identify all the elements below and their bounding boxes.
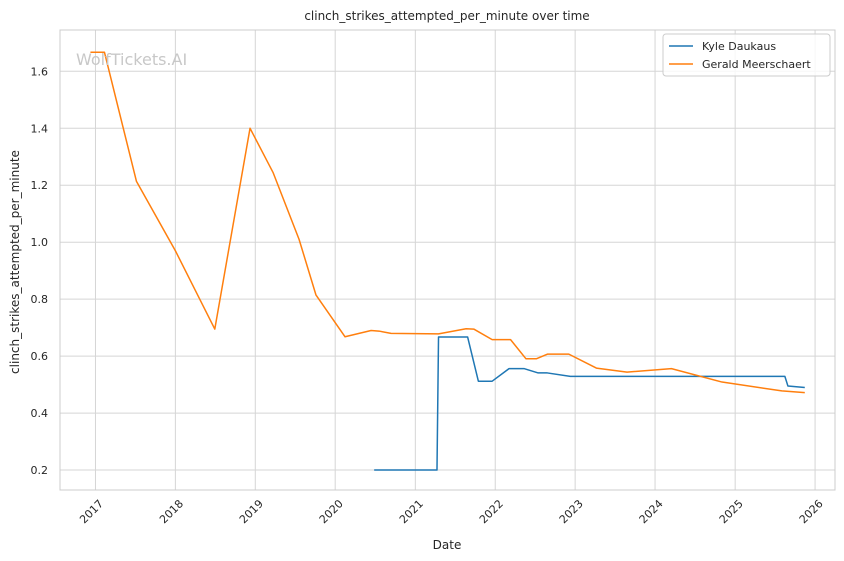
y-tick-label: 1.6 <box>31 65 49 78</box>
y-tick-label: 0.6 <box>31 350 49 363</box>
grid <box>60 30 835 490</box>
legend-label-kyle-daukaus: Kyle Daukaus <box>702 40 776 53</box>
series-line-kyle-daukaus <box>374 336 805 471</box>
y-tick-label: 0.8 <box>31 293 49 306</box>
series-line-gerald-meerschaert <box>90 51 805 394</box>
chart-title: clinch_strikes_attempted_per_minute over… <box>304 9 589 23</box>
series-lines <box>90 51 805 471</box>
y-axis-label: clinch_strikes_attempted_per_minute <box>8 150 22 374</box>
y-tick-label: 1.0 <box>31 236 49 249</box>
y-tick-label: 1.2 <box>31 179 49 192</box>
watermark: WolfTickets.AI <box>76 50 187 69</box>
y-tick-label: 1.4 <box>31 122 49 135</box>
y-tick-label: 0.4 <box>31 407 49 420</box>
plot-frame <box>59 29 836 491</box>
x-axis-label: Date <box>433 538 462 552</box>
legend-box <box>662 33 831 77</box>
plot-area-border <box>59 29 836 491</box>
legend-label-gerald-meerschaert: Gerald Meerschaert <box>702 58 811 71</box>
legend: Kyle Daukaus Gerald Meerschaert <box>662 33 831 77</box>
y-tick-label: 0.2 <box>31 464 49 477</box>
